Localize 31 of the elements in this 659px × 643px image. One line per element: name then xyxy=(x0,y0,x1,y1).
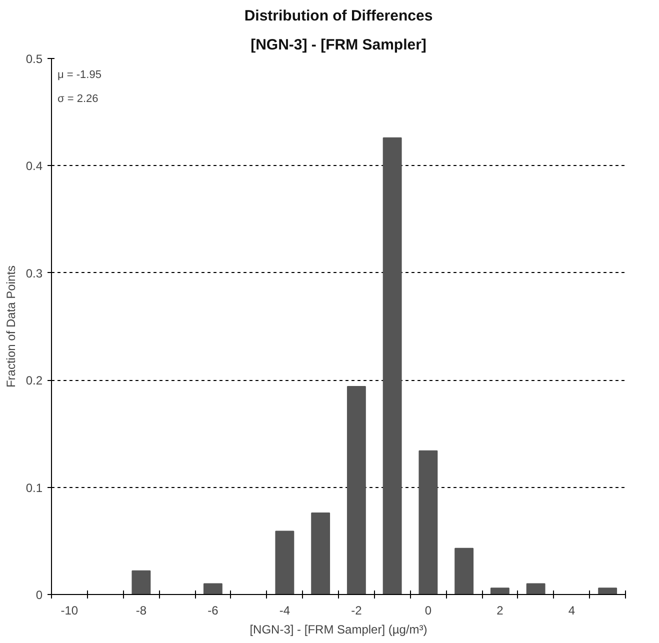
bar xyxy=(490,588,510,594)
x-tick-label: -10 xyxy=(60,604,78,618)
chart-title: Distribution of Differences xyxy=(244,8,433,24)
bar xyxy=(275,530,294,594)
bar xyxy=(454,548,474,594)
y-tick-label: 0 xyxy=(36,588,43,602)
x-tick-label: 0 xyxy=(424,604,432,618)
bar xyxy=(346,386,366,594)
bar xyxy=(418,450,438,594)
bar xyxy=(311,512,330,594)
bar xyxy=(203,583,222,594)
annotation: σ = 2.26 xyxy=(58,92,98,105)
y-tick-label: 0.4 xyxy=(26,159,43,174)
x-tick-label: -2 xyxy=(351,604,362,618)
annotation: μ = -1.95 xyxy=(58,69,102,82)
bar xyxy=(526,583,546,594)
bar xyxy=(598,588,618,594)
x-axis-title: [NGN-3] - [FRM Sampler] (µg/m³) xyxy=(250,622,428,636)
y-tick-label: 0.2 xyxy=(26,374,43,388)
x-tick-label: -6 xyxy=(208,604,219,618)
x-tick-label: 2 xyxy=(496,604,504,618)
y-tick-label: 0.1 xyxy=(26,480,43,495)
x-tick-label: 4 xyxy=(568,604,576,618)
y-axis-title: Fraction of Data Points xyxy=(4,265,18,388)
bar xyxy=(382,137,402,594)
x-tick-label: -8 xyxy=(136,604,147,618)
y-tick-label: 0.5 xyxy=(26,52,43,66)
y-tick-label: 0.3 xyxy=(26,266,43,280)
chart-subtitle: [NGN-3] - [FRM Sampler] xyxy=(250,36,426,54)
x-tick-label: -4 xyxy=(279,604,290,618)
bar xyxy=(132,570,151,594)
